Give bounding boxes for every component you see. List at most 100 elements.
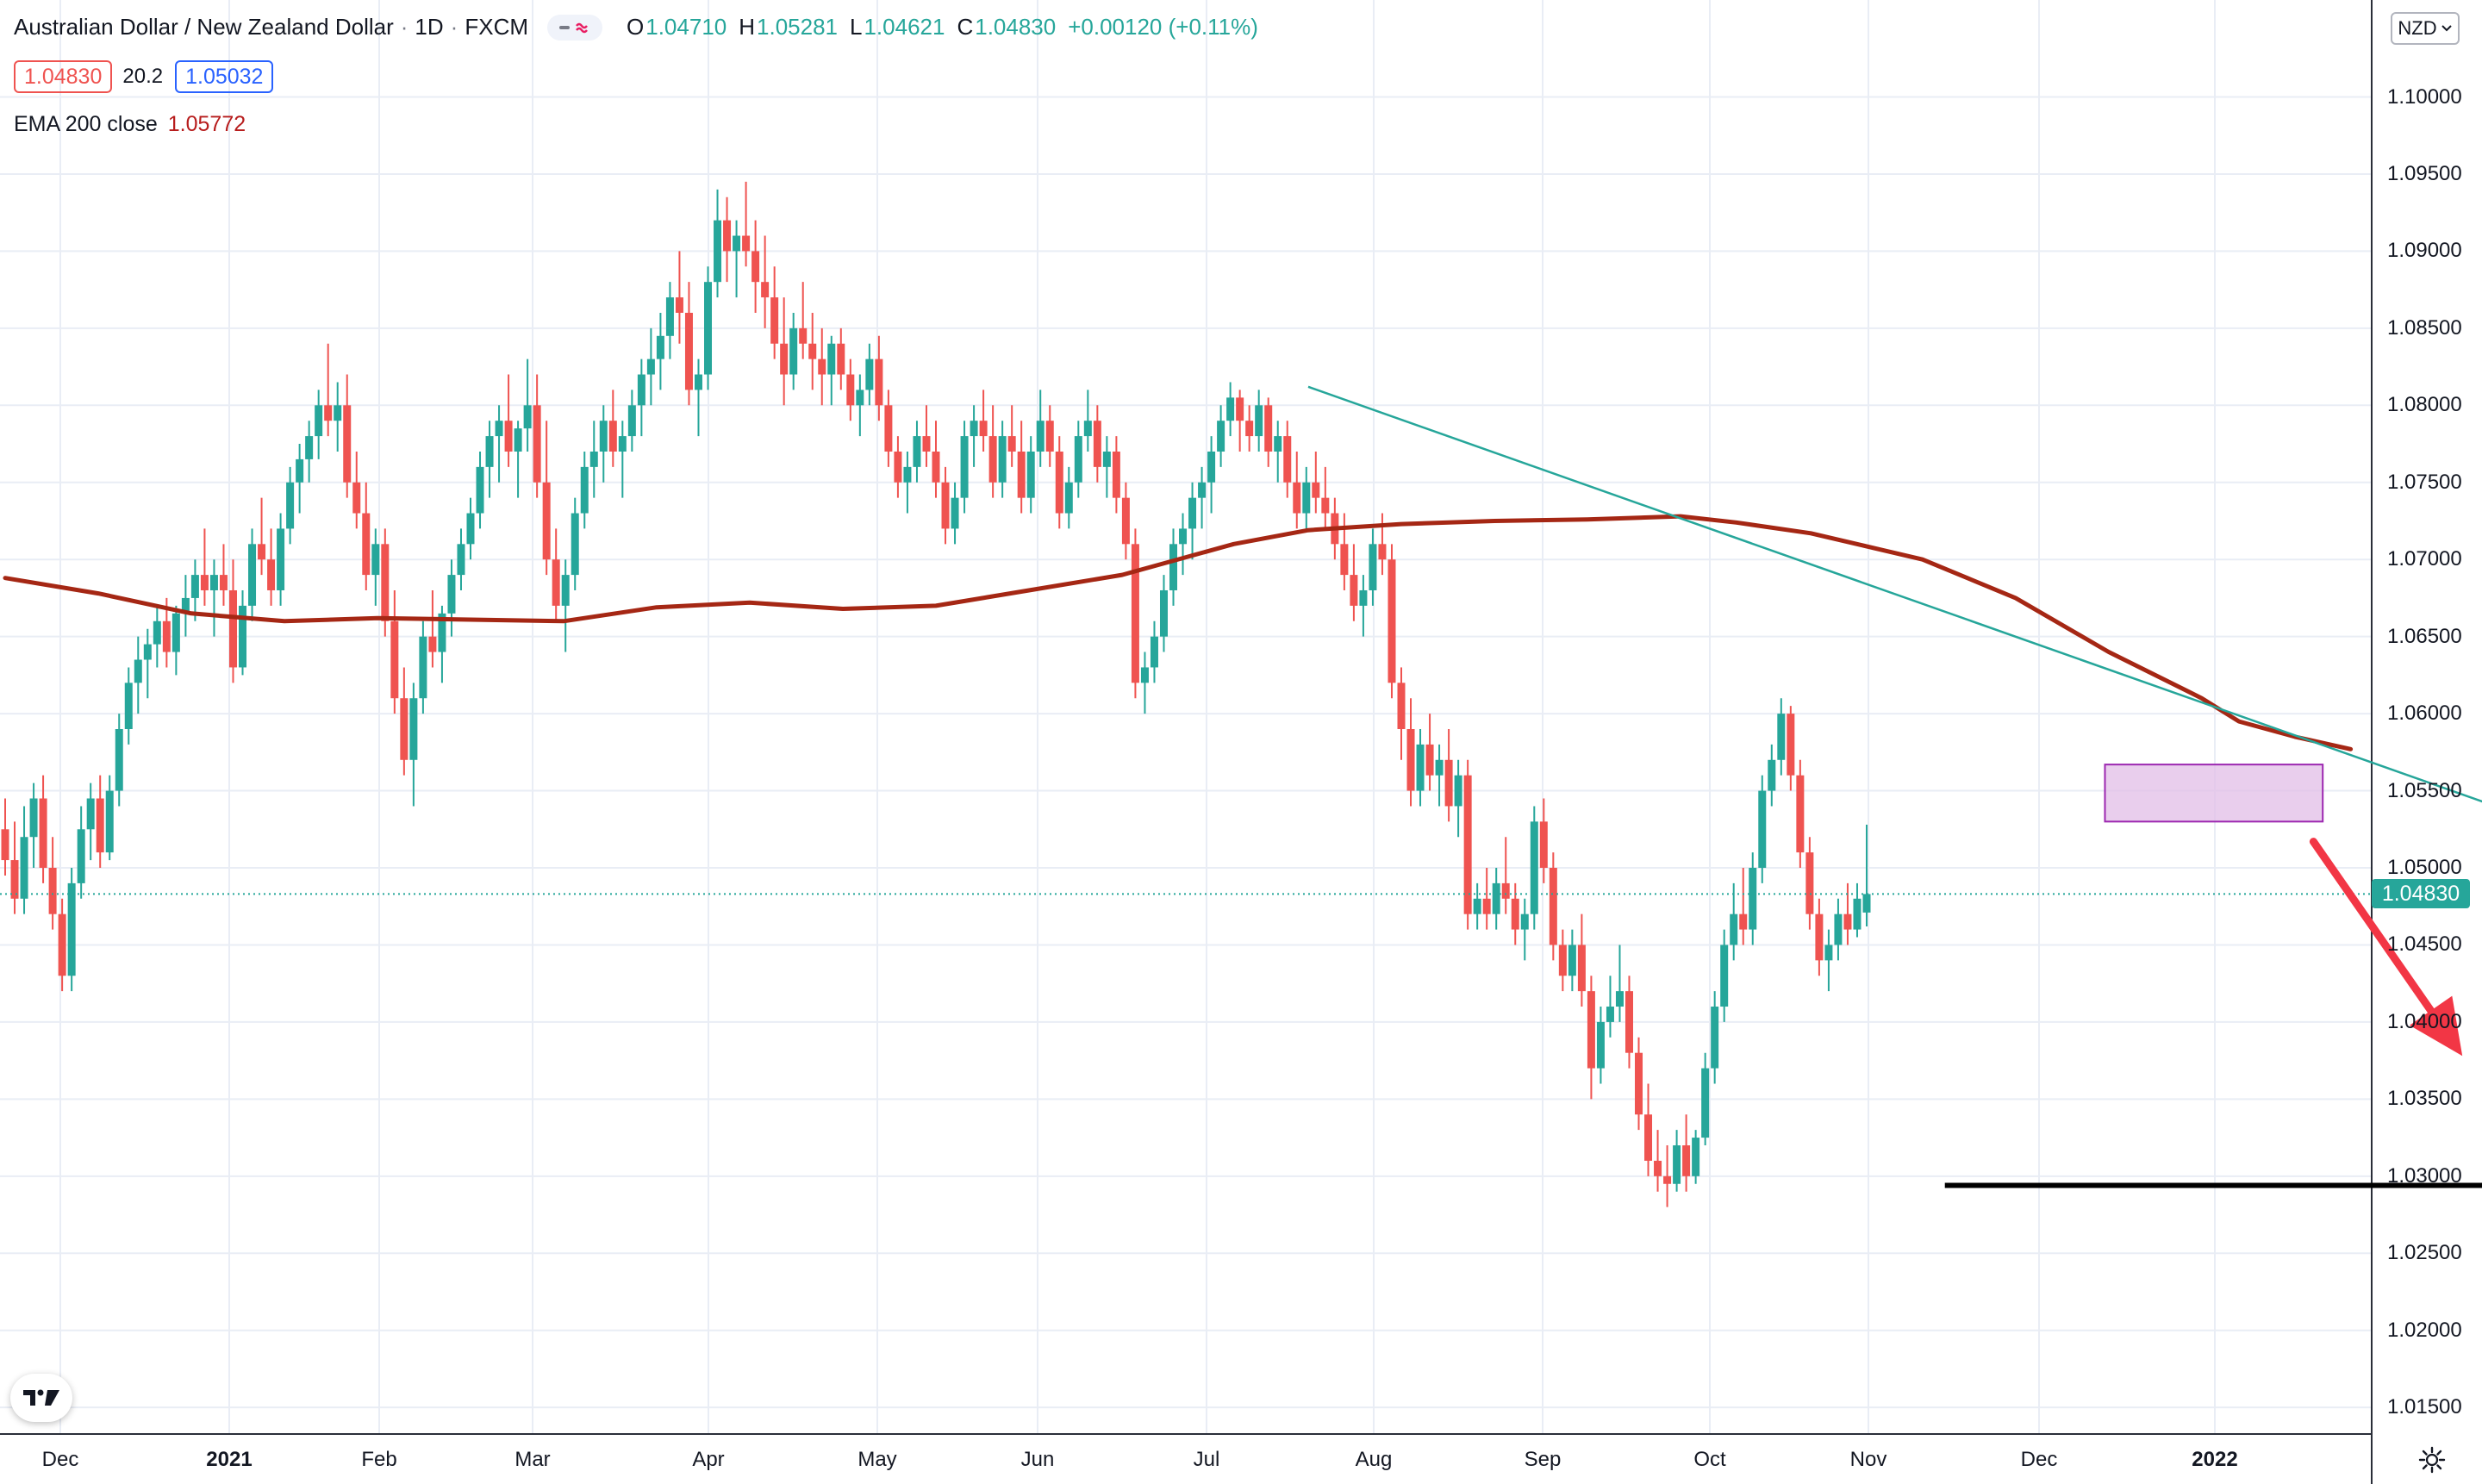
candle-up <box>1302 482 1311 514</box>
indicator-value: 1.05772 <box>167 112 246 136</box>
candle-up <box>1492 882 1500 914</box>
candle-down <box>1321 497 1330 514</box>
symbol-menu-icon[interactable] <box>547 14 603 41</box>
time-tick-label: Dec <box>41 1448 79 1471</box>
tradingview-logo[interactable] <box>10 1374 72 1422</box>
settings-button[interactable] <box>2417 1444 2448 1475</box>
candle-up <box>1274 436 1282 452</box>
price-tick-label: 1.08500 <box>2387 315 2462 340</box>
candle-up <box>457 544 465 576</box>
candle-up <box>466 513 475 545</box>
candle-down <box>48 868 57 914</box>
candle-up <box>419 636 427 699</box>
indicator-legend[interactable]: EMA 200 close 1.05772 <box>14 112 246 137</box>
candle-up <box>599 421 608 452</box>
candle-up <box>960 436 969 498</box>
low-label: L <box>850 14 863 40</box>
separator-dot: · <box>400 14 408 40</box>
candle-up <box>239 605 247 668</box>
interval-label[interactable]: 1D <box>415 14 444 40</box>
candle-up <box>143 644 152 660</box>
candle-up <box>153 620 161 645</box>
candle-down <box>200 575 209 590</box>
price-tick-label: 1.06500 <box>2387 624 2462 648</box>
candle-up <box>789 327 798 375</box>
sell-button[interactable]: 1.04830 <box>14 60 113 93</box>
candle-up <box>86 798 95 830</box>
price-tick-label: 1.07500 <box>2387 470 2462 494</box>
symbol-title[interactable]: Australian Dollar / New Zealand Dollar <box>14 14 394 40</box>
candle-down <box>1501 882 1510 899</box>
candle-down <box>684 312 693 390</box>
low-value: 1.04621 <box>864 14 945 40</box>
candle-up <box>1615 991 1624 1007</box>
price-tick-label: 1.06000 <box>2387 701 2462 726</box>
candle-down <box>1549 868 1557 945</box>
candle-down <box>846 374 855 406</box>
candle-up <box>20 837 28 899</box>
open-value: 1.04710 <box>645 14 727 40</box>
indicator-name: EMA 200 close <box>14 112 158 136</box>
candle-up <box>514 428 522 452</box>
candle-up <box>1606 1007 1614 1022</box>
candle-down <box>1236 397 1244 421</box>
candle-up <box>627 405 636 437</box>
candle-down <box>979 421 988 437</box>
candle-down <box>1131 544 1139 683</box>
candle-down <box>1805 852 1814 914</box>
candle-down <box>723 220 732 252</box>
candle-down <box>1045 421 1054 452</box>
high-label: H <box>739 14 756 40</box>
candle-up <box>1226 397 1235 421</box>
bearish-arrow-head[interactable] <box>2410 995 2463 1057</box>
time-tick-label: Dec <box>2020 1448 2058 1471</box>
candle-down <box>390 620 399 699</box>
close-value: 1.04830 <box>975 14 1057 40</box>
candle-up <box>1834 913 1843 945</box>
candle-up <box>1188 497 1197 529</box>
candle-up <box>1530 821 1538 914</box>
candle-down <box>362 513 371 576</box>
candle-up <box>1102 451 1111 467</box>
candle-down <box>1511 898 1519 930</box>
candle-up <box>1369 544 1377 590</box>
candle-up <box>704 282 713 375</box>
candle-up <box>827 343 836 375</box>
candle-up <box>209 575 218 590</box>
candle-up <box>315 405 323 437</box>
supply-zone-rectangle[interactable] <box>2104 764 2324 823</box>
candle-up <box>371 544 380 576</box>
candle-up <box>714 220 722 283</box>
candle-up <box>1074 436 1082 483</box>
candle-up <box>438 613 446 652</box>
candle-up <box>589 451 598 467</box>
candle-down <box>1787 714 1795 776</box>
candle-down <box>751 251 760 283</box>
ema-200-line[interactable] <box>3 514 2354 751</box>
candle-up <box>1036 421 1045 452</box>
currency-dropdown[interactable]: NZD <box>2391 12 2460 45</box>
buy-button[interactable]: 1.05032 <box>175 60 274 93</box>
symbol-legend: Australian Dollar / New Zealand Dollar ·… <box>14 14 1258 41</box>
candle-down <box>608 421 617 452</box>
candle-down <box>1093 421 1101 467</box>
candle-up <box>646 359 655 375</box>
candle-up <box>286 482 295 529</box>
candle-up <box>561 575 570 606</box>
price-tick-label: 1.07000 <box>2387 547 2462 571</box>
candle-down <box>808 343 817 359</box>
candle-down <box>267 559 276 590</box>
candle-up <box>296 458 304 483</box>
candle-down <box>1055 451 1063 514</box>
price-tick-label: 1.03000 <box>2387 1163 2462 1188</box>
candle-up <box>190 575 199 598</box>
candle-up <box>409 698 418 760</box>
bearish-arrow-shaft[interactable] <box>2309 838 2435 1015</box>
resistance-trendline[interactable] <box>1307 385 2482 883</box>
time-tick-label: Mar <box>514 1448 551 1471</box>
candle-up <box>970 421 978 437</box>
candle-up <box>171 613 180 652</box>
candle-down <box>228 589 237 668</box>
candle-up <box>1217 421 1225 452</box>
